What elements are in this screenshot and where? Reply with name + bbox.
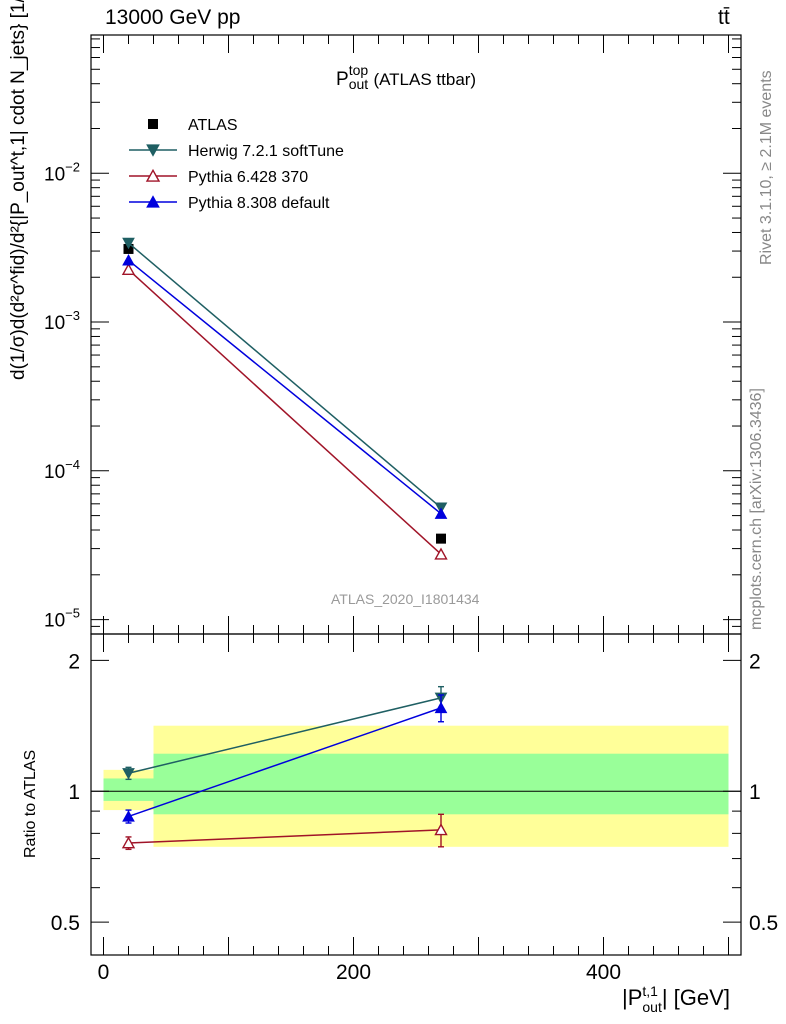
ratio-point: [434, 823, 448, 836]
xlabel-sub: out: [642, 999, 662, 1015]
y-tick-label: 10−3: [44, 308, 80, 334]
legend-label: Herwig 7.2.1 softTune: [188, 143, 344, 160]
ratio-stat-band: [103, 778, 154, 801]
ratio-point: [434, 701, 448, 714]
title-sup: top: [348, 62, 369, 78]
ratio-uncertainty-bands: [103, 725, 729, 847]
series-line: [127, 269, 442, 555]
xlabel-sup: t,1: [642, 983, 658, 999]
series-herwig-7-2-1-softtune: [122, 237, 448, 514]
series-line: [128, 259, 442, 515]
ratio-y-tick-label: 1: [68, 781, 80, 804]
xlabel-post: | [GeV]: [661, 984, 730, 1010]
series-pythia-8-308-default: [122, 254, 448, 519]
y-tick-label: 10−5: [44, 606, 80, 632]
ratio-point: [121, 836, 136, 849]
data-point: [122, 237, 135, 250]
data-point: [121, 262, 136, 276]
main-ylabel: d(1/σ)d(d²σ^fid)/d²{|P_out^t,1| cdot N_j…: [8, 0, 29, 380]
legend-marker: [148, 119, 158, 129]
legend-marker: [146, 195, 160, 208]
legend-label: Pythia 6.428 370: [188, 169, 308, 186]
header-left: 13000 GeV pp: [105, 6, 241, 29]
y-tick-label: 10−4: [44, 457, 80, 483]
ratio-y-tick-label-right: 1: [749, 781, 761, 804]
ratio-line: [128, 829, 442, 844]
x-tick-label: 400: [586, 961, 621, 984]
ratio-point: [122, 810, 135, 822]
x-tick-label: 0: [98, 961, 110, 984]
x-tick-label: 200: [336, 961, 371, 984]
legend-marker: [146, 144, 160, 157]
legend-label: ATLAS: [188, 117, 238, 134]
ratio-stat-band: [153, 753, 729, 815]
x-axis-label: |P t,1 out | [GeV]: [622, 984, 730, 1014]
legend-item: Pythia 6.428 370: [129, 168, 308, 186]
header-right: tt̄: [718, 6, 730, 29]
legend-item: Pythia 8.308 default: [129, 195, 330, 212]
legend-item: ATLAS: [148, 117, 238, 134]
legend-label: Pythia 8.308 default: [188, 195, 330, 212]
title-sub: out: [348, 76, 369, 92]
legend-item: Herwig 7.2.1 softTune: [129, 143, 344, 160]
data-point: [122, 254, 135, 266]
data-point: [434, 547, 448, 560]
analysis-watermark: ATLAS_2020_I1801434: [331, 591, 480, 607]
ratio-y-tick-label-right: 0.5: [749, 912, 778, 935]
data-point: [436, 533, 446, 544]
title-main: P: [336, 69, 349, 91]
data-point: [434, 507, 448, 519]
ratio-y-tick-label: 2: [68, 650, 80, 673]
ratio-ylabel: Ratio to ATLAS: [22, 749, 39, 858]
legend-marker: [145, 168, 161, 182]
y-tick-label: 10−2: [44, 159, 80, 185]
legend: ATLAS Herwig 7.2.1 softTune Pythia 6.428 3…: [129, 117, 344, 212]
ratio-y-tick-label: 0.5: [51, 912, 80, 935]
ratio-y-tick-label-right: 2: [749, 650, 761, 673]
xlabel-pre: |P: [622, 984, 643, 1010]
ratio-series-pythia-6-428-370: [121, 813, 448, 851]
ratio-frame: [90, 633, 742, 956]
series-pythia-6-428-370: [121, 262, 448, 560]
series-atlas: [123, 243, 446, 544]
ratio-line: [128, 707, 442, 818]
title-suffix: (ATLAS ttbar): [373, 70, 477, 90]
ratio-line: [128, 697, 442, 774]
ratio-series-pythia-8-308-default: [122, 694, 448, 824]
series-line: [128, 242, 442, 509]
ratio-point: [122, 768, 135, 780]
